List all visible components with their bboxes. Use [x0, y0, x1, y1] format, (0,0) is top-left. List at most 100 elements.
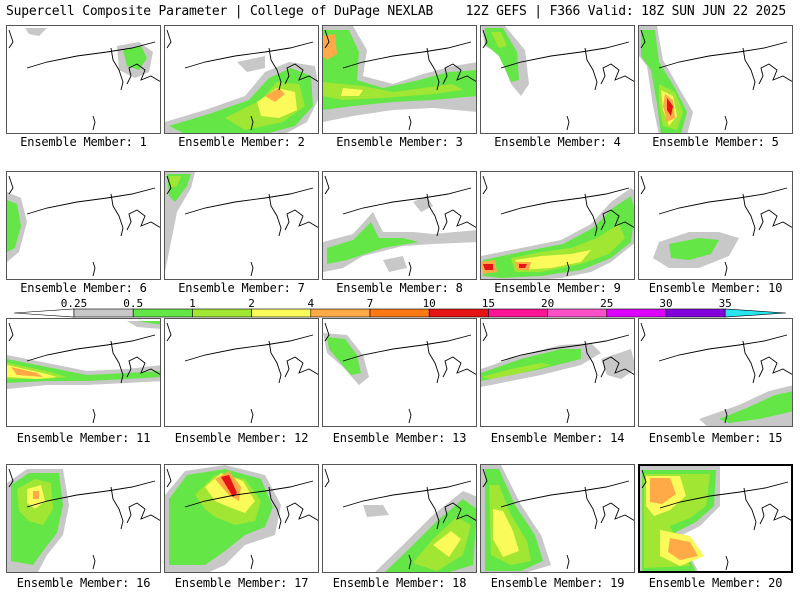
scp-contour-gray — [25, 28, 47, 36]
member-map-12 — [164, 318, 319, 427]
member-map-19 — [480, 464, 635, 573]
member-caption-8: Ensemble Member: 8 — [336, 281, 463, 295]
scp-contour-gray — [363, 505, 389, 517]
valid-time-label: 12Z GEFS | F366 Valid: 18Z SUN JUN 22 20… — [465, 4, 787, 19]
coastline-outline — [482, 29, 634, 131]
scp-contour-orange — [323, 34, 337, 60]
scp-contour-green — [327, 337, 361, 375]
map-title: Supercell Composite Parameter | College … — [6, 4, 434, 19]
colorbar-swatch — [369, 308, 430, 318]
member-caption-5: Ensemble Member: 5 — [652, 135, 779, 149]
coastline-outline — [640, 175, 792, 277]
member-map-2 — [164, 25, 319, 134]
colorbar-tick-label: 30 — [659, 297, 672, 310]
scp-contour-orange — [668, 538, 698, 560]
colorbar-swatch — [428, 308, 489, 318]
member-caption-2: Ensemble Member: 2 — [178, 135, 305, 149]
coastline-outline — [8, 29, 160, 131]
member-caption-6: Ensemble Member: 6 — [20, 281, 147, 295]
member-map-6 — [6, 171, 161, 280]
member-caption-4: Ensemble Member: 4 — [494, 135, 621, 149]
colorbar-tick-label: 35 — [719, 297, 732, 310]
member-caption-11: Ensemble Member: 11 — [16, 431, 151, 445]
coastline-outline — [482, 175, 634, 277]
colorbar-swatch — [606, 308, 667, 318]
member-caption-16: Ensemble Member: 16 — [16, 576, 151, 590]
scp-contour-orange — [33, 491, 39, 499]
member-caption-18: Ensemble Member: 18 — [332, 576, 467, 590]
member-map-13 — [322, 318, 477, 427]
coastline-outline — [640, 29, 792, 131]
member-caption-17: Ensemble Member: 17 — [174, 576, 309, 590]
scp-contour-yellow — [515, 250, 591, 270]
member-map-20 — [638, 464, 793, 573]
scp-contour-gray — [237, 56, 265, 72]
member-map-4 — [480, 25, 635, 134]
member-caption-14: Ensemble Member: 14 — [490, 431, 625, 445]
colorbar-swatch — [251, 308, 312, 318]
scp-contour-light-green — [481, 363, 551, 379]
colorbar-swatch — [132, 308, 193, 318]
scp-contour-red — [483, 264, 493, 270]
member-map-17 — [164, 464, 319, 573]
member-map-7 — [164, 171, 319, 280]
scp-contour-yellow — [433, 531, 461, 557]
member-map-11 — [6, 318, 161, 427]
member-caption-10: Ensemble Member: 10 — [648, 281, 783, 295]
coastline-outline — [640, 322, 792, 424]
member-caption-9: Ensemble Member: 9 — [494, 281, 621, 295]
member-map-10 — [638, 171, 793, 280]
colorbar-tick-label: 7 — [367, 297, 374, 310]
coastline-outline — [324, 468, 476, 570]
colorbar-tick-label: 25 — [600, 297, 613, 310]
scp-contour-gray — [601, 349, 634, 379]
scp-contour-light-green — [169, 176, 181, 188]
scp-contour-orange — [265, 88, 285, 102]
member-map-1 — [6, 25, 161, 134]
colorbar-tick-label: 1 — [189, 297, 196, 310]
member-caption-15: Ensemble Member: 15 — [648, 431, 783, 445]
member-caption-13: Ensemble Member: 13 — [332, 431, 467, 445]
member-map-16 — [6, 464, 161, 573]
member-map-9 — [480, 171, 635, 280]
coastline-outline — [166, 468, 318, 570]
scp-contour-red — [667, 98, 673, 116]
member-caption-3: Ensemble Member: 3 — [336, 135, 463, 149]
scp-contour-green — [7, 200, 21, 252]
member-caption-1: Ensemble Member: 1 — [20, 135, 147, 149]
colorbar-tick-label: 20 — [541, 297, 554, 310]
scp-contour-green — [669, 238, 719, 260]
colorbar-swatch — [73, 308, 134, 318]
colorbar-tick-label: 0.5 — [123, 297, 143, 310]
member-map-8 — [322, 171, 477, 280]
colorbar-tick-label: 2 — [248, 297, 255, 310]
colorbar-tick-label: 15 — [482, 297, 495, 310]
colorbar-swatch — [488, 308, 548, 318]
coastline-outline — [166, 175, 318, 277]
colorbar-swatch — [192, 308, 252, 318]
member-map-14 — [480, 318, 635, 427]
scp-contour-green — [123, 46, 147, 70]
member-caption-19: Ensemble Member: 19 — [490, 576, 625, 590]
colorbar-swatch — [310, 308, 371, 318]
coastline-outline — [482, 468, 634, 570]
coastline-outline — [324, 322, 476, 424]
member-map-3 — [322, 25, 477, 134]
coastline-outline — [166, 322, 318, 424]
scp-contour-yellow — [341, 88, 363, 96]
scp-contour-green — [485, 28, 519, 82]
colorbar-low-arrow — [13, 308, 75, 318]
colorbar-swatch — [547, 308, 608, 318]
coastline-outline — [482, 322, 634, 424]
member-caption-12: Ensemble Member: 12 — [174, 431, 309, 445]
member-map-15 — [638, 318, 793, 427]
coastline-outline — [324, 29, 476, 131]
colorbar-tick-label: 0.25 — [61, 297, 88, 310]
colorbar-tick-label: 4 — [307, 297, 314, 310]
member-caption-7: Ensemble Member: 7 — [178, 281, 305, 295]
coastline-outline — [8, 175, 160, 277]
colorbar-tick-label: 10 — [423, 297, 436, 310]
scp-contour-orange — [11, 367, 43, 377]
member-map-18 — [322, 464, 477, 573]
scp-contour-orange — [650, 478, 676, 504]
